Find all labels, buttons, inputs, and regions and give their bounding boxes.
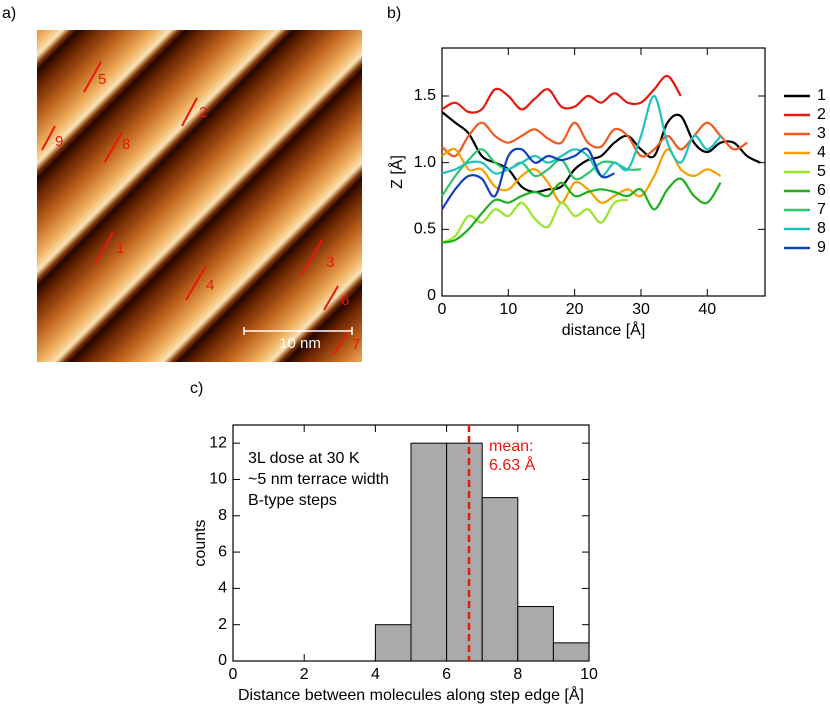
- legend-label: 8: [817, 220, 826, 237]
- marker-label: 9: [55, 133, 63, 150]
- marker: 5: [83, 61, 106, 93]
- panel-label: a): [2, 5, 16, 22]
- x-tick-label: 10: [580, 666, 598, 683]
- mean-label: mean:: [489, 438, 533, 455]
- series-line: [441, 74, 682, 114]
- legend-label: 4: [817, 144, 826, 161]
- y-tick-label: 12: [209, 434, 227, 451]
- marker-label: 3: [326, 254, 334, 271]
- legend-label: 3: [817, 125, 826, 142]
- legend-label: 9: [817, 239, 826, 256]
- legend-label: 2: [817, 106, 826, 123]
- marker-label: 7: [352, 336, 360, 353]
- y-tick-label: 6: [218, 543, 227, 560]
- legend-label: 1: [817, 87, 826, 104]
- bar: [446, 442, 483, 662]
- legend-label: 6: [817, 182, 826, 199]
- marker: 7: [333, 329, 360, 355]
- x-tick-label: 40: [698, 301, 716, 318]
- annotation: B-type steps: [248, 492, 337, 509]
- scale-bar-label: 10 nm: [279, 335, 321, 352]
- x-tick-label: 8: [513, 666, 522, 683]
- bar: [552, 642, 590, 662]
- y-axis-label: counts: [192, 519, 209, 566]
- series-line: [441, 148, 642, 197]
- marker: 2: [181, 97, 207, 127]
- x-tick-label: 4: [371, 666, 380, 683]
- annotation: 3L dose at 30 K: [248, 450, 360, 467]
- x-axis-label: distance [Å]: [562, 320, 646, 339]
- x-tick-label: 0: [229, 666, 238, 683]
- marker-label: 2: [199, 104, 207, 121]
- y-tick-label: 0: [427, 287, 436, 304]
- marker-label: 5: [98, 71, 106, 88]
- y-axis-label: Z [Å]: [387, 155, 406, 189]
- x-tick-label: 6: [442, 666, 451, 683]
- x-axis-label: Distance between molecules along step ed…: [238, 685, 584, 704]
- x-tick-label: 0: [438, 301, 447, 318]
- marker-label: 4: [206, 277, 214, 294]
- marker: 6: [323, 285, 349, 311]
- x-tick-label: 2: [300, 666, 309, 683]
- annotation: ~5 nm terrace width: [248, 471, 389, 488]
- plot-frame: [441, 47, 766, 297]
- y-tick-label: 10: [209, 471, 227, 488]
- scale-bar: 10 nm: [243, 327, 353, 352]
- stm-image: [37, 30, 362, 362]
- marker: 1: [94, 231, 124, 266]
- profile-markers: 1 2 3 4 5 6 7 8 9: [41, 61, 360, 355]
- series-line: [441, 198, 628, 244]
- marker-label: 6: [341, 292, 349, 309]
- bar: [481, 497, 519, 662]
- mean-label: 6.63 Å: [489, 455, 536, 474]
- marker: 8: [104, 131, 130, 163]
- marker-label: 1: [116, 240, 124, 257]
- bar: [517, 606, 554, 662]
- marker: 3: [301, 239, 334, 276]
- x-tick-label: 20: [566, 301, 584, 318]
- marker-label: 8: [122, 136, 130, 153]
- y-tick-label: 1.0: [414, 154, 436, 171]
- y-tick-label: 8: [218, 507, 227, 524]
- y-tick-label: 2: [218, 616, 227, 633]
- x-tick-label: 10: [499, 301, 517, 318]
- y-tick-label: 0.5: [414, 221, 436, 238]
- y-tick-label: 4: [218, 580, 227, 597]
- y-tick-label: 1.5: [414, 87, 436, 104]
- series-line: [441, 121, 748, 158]
- legend-label: 5: [817, 163, 826, 180]
- marker: 9: [41, 125, 63, 151]
- marker: 4: [185, 265, 214, 301]
- legend-label: 7: [817, 201, 826, 218]
- bar: [410, 442, 448, 662]
- x-tick-label: 30: [632, 301, 650, 318]
- panel-label: c): [190, 380, 203, 397]
- series-line: [441, 177, 722, 244]
- y-tick-label: 0: [218, 652, 227, 669]
- bar: [374, 624, 412, 662]
- panel-label: b): [387, 5, 401, 22]
- series-line: [441, 147, 615, 210]
